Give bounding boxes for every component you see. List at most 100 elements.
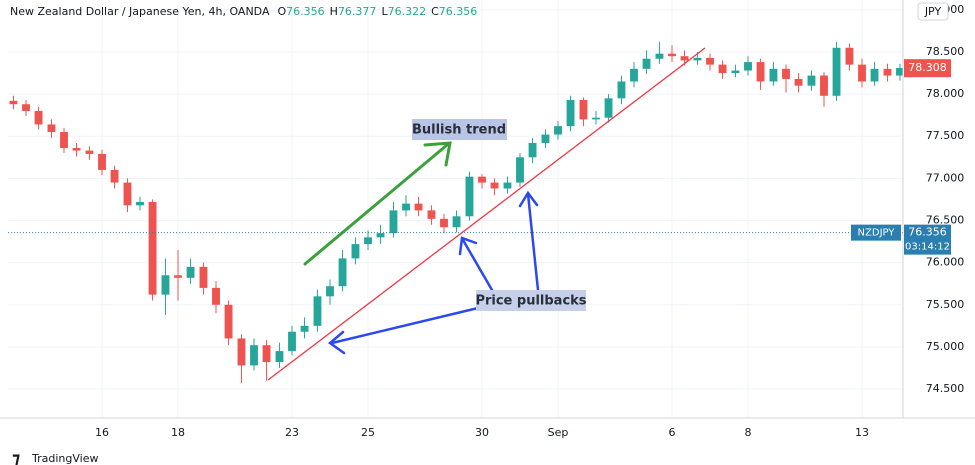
- trend-arrow: [303, 141, 452, 266]
- candle-body: [212, 287, 220, 305]
- ohlc-key: L: [381, 5, 388, 18]
- ohlc-value: 76.377: [338, 5, 377, 18]
- x-tick-label: 16: [95, 426, 109, 439]
- last-price-tag: [904, 59, 951, 78]
- last-price-label: 78.308: [908, 61, 947, 74]
- x-tick-label: 23: [285, 426, 299, 439]
- candle-body: [478, 176, 486, 183]
- y-tick-label: 78.500: [926, 45, 965, 58]
- candle-body: [617, 81, 626, 99]
- ohlc-key: C: [431, 5, 439, 18]
- header: New Zealand Dollar / Japanese Yen, 4h, O…: [10, 5, 477, 18]
- x-tick-label: 30: [475, 426, 489, 439]
- candle-body: [326, 286, 334, 297]
- x-tick-label: 6: [669, 426, 676, 439]
- candle-body: [693, 57, 702, 61]
- candle-body: [604, 98, 613, 118]
- annotation: Bullish trend: [412, 123, 506, 138]
- candles: [9, 41, 904, 384]
- currency-label[interactable]: JPY: [924, 5, 942, 18]
- candle-body: [896, 67, 904, 76]
- candle-body: [34, 110, 43, 125]
- candle-body: [300, 325, 309, 332]
- price-line-label: 76.356: [908, 226, 947, 239]
- ohlc-value: 76.322: [388, 5, 427, 18]
- x-tick-label: 8: [745, 426, 752, 439]
- candle-body: [123, 182, 132, 206]
- y-tick-label: 75.000: [926, 340, 965, 353]
- annotation-box: [412, 119, 507, 140]
- candle-body: [440, 218, 448, 228]
- candle-body: [110, 169, 119, 183]
- ohlc-value: 76.356: [286, 5, 325, 18]
- candle-body: [376, 233, 385, 238]
- candle-body: [845, 47, 854, 65]
- candle-body: [402, 203, 410, 211]
- candle-body: [338, 258, 347, 287]
- candle-body: [224, 304, 233, 339]
- y-tick-label: 74.500: [926, 382, 965, 395]
- currency-button[interactable]: [917, 2, 949, 21]
- candle-body: [199, 266, 208, 288]
- candle-body: [22, 104, 30, 111]
- candle-body: [237, 338, 246, 366]
- candle-body: [186, 266, 195, 278]
- candle-body: [452, 216, 461, 228]
- y-tick-label: 75.500: [926, 298, 965, 311]
- candle-body: [275, 351, 284, 363]
- candle-body: [832, 47, 841, 96]
- candle-body: [136, 201, 144, 206]
- candle-body: [351, 244, 360, 259]
- countdown: 03:14:12: [905, 242, 950, 253]
- candle-body: [718, 64, 727, 74]
- candle-body: [85, 150, 94, 154]
- candle-body: [592, 117, 600, 120]
- candle-body: [870, 68, 879, 82]
- annotation-box: [476, 290, 586, 311]
- candle-body: [9, 100, 18, 105]
- trend-line: [267, 47, 706, 381]
- candle-body: [490, 182, 499, 189]
- candle-body: [161, 275, 170, 295]
- symbol-tag: [851, 224, 901, 241]
- candle-body: [516, 157, 524, 183]
- candle-body: [47, 124, 56, 133]
- candle-body: [262, 345, 271, 363]
- candle-body: [820, 75, 828, 96]
- ohlc-key: O: [277, 5, 286, 18]
- x-tick-label: 13: [855, 426, 869, 439]
- candle-body: [528, 142, 537, 158]
- candle-body: [427, 210, 436, 219]
- candle-body: [630, 68, 638, 82]
- candle-body: [503, 182, 512, 189]
- y-tick-label: 77.500: [926, 129, 965, 142]
- candle-body: [72, 148, 81, 151]
- candle-body: [313, 296, 322, 326]
- candle-body: [579, 100, 588, 120]
- chart-title: New Zealand Dollar / Japanese Yen, 4h, O…: [10, 5, 270, 18]
- candle-body: [174, 275, 182, 278]
- candle-body: [706, 57, 714, 65]
- candle-body: [642, 58, 651, 69]
- candle-body: [769, 68, 778, 82]
- branding: TradingView: [31, 452, 98, 465]
- candle-body: [250, 345, 258, 366]
- pullback-arrows: [327, 190, 540, 355]
- y-tick-label: 78.000: [926, 87, 965, 100]
- candle-body: [744, 62, 752, 71]
- x-tick-label: Sep: [548, 426, 569, 439]
- candle-body: [60, 132, 68, 149]
- logo-mark: ⁊: [12, 449, 20, 465]
- ohlc-value: 76.356: [439, 5, 478, 18]
- annotation: Price pullbacks: [475, 294, 586, 309]
- x-tick-label: 18: [171, 426, 185, 439]
- symbol-label: NZDJPY: [858, 228, 896, 239]
- candle-body: [364, 237, 372, 245]
- candle-body: [566, 100, 575, 127]
- y-tick-label: 77.000: [926, 171, 965, 184]
- candle-body: [98, 153, 106, 170]
- candle-body: [731, 70, 740, 74]
- candle-body: [148, 201, 157, 295]
- candle-body: [288, 331, 296, 352]
